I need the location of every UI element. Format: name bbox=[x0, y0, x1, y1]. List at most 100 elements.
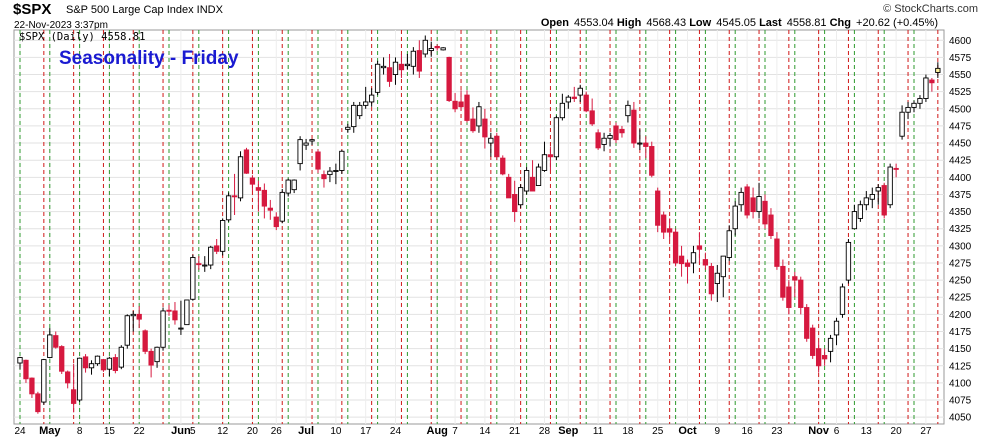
y-tick-label: 4500 bbox=[949, 104, 972, 115]
y-tick-label: 4125 bbox=[949, 361, 972, 372]
candle-body bbox=[672, 231, 679, 264]
candle bbox=[458, 90, 464, 111]
candle-body bbox=[911, 102, 917, 108]
candle-body bbox=[869, 194, 875, 200]
candle bbox=[172, 302, 178, 325]
candle-body bbox=[255, 187, 262, 191]
candle-body bbox=[154, 346, 160, 363]
candle-body bbox=[678, 255, 685, 265]
candle bbox=[666, 218, 673, 241]
candle bbox=[750, 187, 756, 219]
open-value: 4553.04 bbox=[574, 17, 614, 29]
candle-body bbox=[70, 389, 77, 404]
candle bbox=[929, 77, 935, 92]
candle-body bbox=[702, 259, 709, 266]
candle-body bbox=[827, 337, 834, 352]
candle-body bbox=[178, 327, 184, 330]
candle-body bbox=[833, 320, 840, 336]
candle-body bbox=[512, 194, 518, 213]
candle bbox=[124, 314, 130, 349]
candle bbox=[309, 138, 315, 146]
x-tick-label: 11 bbox=[593, 426, 604, 437]
candle bbox=[607, 132, 613, 147]
candle-body bbox=[35, 393, 41, 413]
candle bbox=[243, 147, 250, 174]
x-tick-label: 5 bbox=[190, 426, 196, 437]
candle-body bbox=[923, 77, 929, 99]
y-tick-label: 4600 bbox=[949, 36, 972, 47]
low-value: 4545.05 bbox=[716, 17, 757, 29]
symbol-description: S&P 500 Large Cap Index INDX bbox=[66, 4, 223, 16]
x-tick-label: 7 bbox=[452, 426, 458, 437]
candle-body bbox=[625, 104, 631, 117]
y-tick-label: 4375 bbox=[949, 190, 972, 201]
candle-body bbox=[815, 348, 822, 367]
candle bbox=[529, 160, 536, 192]
candle-body bbox=[219, 220, 226, 252]
candle bbox=[649, 141, 655, 178]
candle bbox=[17, 356, 23, 370]
candle bbox=[261, 183, 268, 219]
candle bbox=[23, 359, 29, 383]
candle bbox=[631, 101, 637, 148]
candle-body bbox=[738, 191, 744, 206]
candle bbox=[29, 377, 35, 398]
candle bbox=[708, 262, 715, 301]
x-tick-label: Aug bbox=[427, 425, 448, 437]
candle bbox=[762, 194, 768, 229]
candle-body bbox=[291, 179, 297, 191]
candle-body bbox=[583, 94, 589, 112]
candle-body bbox=[732, 205, 738, 230]
candle-body bbox=[267, 207, 273, 211]
candle-body bbox=[440, 47, 446, 51]
candle bbox=[70, 363, 77, 413]
candle-body bbox=[905, 106, 911, 113]
candle-body bbox=[112, 357, 119, 372]
x-tick-label: 27 bbox=[920, 426, 932, 437]
candle-body bbox=[59, 346, 65, 372]
candle-body bbox=[553, 117, 560, 158]
candle-body bbox=[482, 118, 488, 138]
candle bbox=[792, 271, 798, 298]
candle-body bbox=[368, 94, 375, 103]
candle-body bbox=[434, 45, 440, 49]
candle bbox=[547, 146, 554, 171]
x-tick-label: 17 bbox=[360, 426, 372, 437]
candle-body bbox=[285, 179, 291, 194]
candle bbox=[219, 218, 226, 256]
candle-body bbox=[839, 286, 846, 315]
x-tick-label: 28 bbox=[539, 426, 551, 437]
candle-body bbox=[148, 350, 154, 366]
candle-body bbox=[470, 118, 476, 132]
candle-body bbox=[696, 245, 703, 250]
candle-body bbox=[655, 190, 661, 226]
candle bbox=[237, 151, 244, 202]
chg-label: Chg bbox=[829, 17, 851, 29]
x-tick-label: 15 bbox=[104, 426, 116, 437]
candle-body bbox=[750, 197, 756, 213]
candle bbox=[905, 101, 911, 120]
candle-body bbox=[410, 50, 417, 67]
candle-body bbox=[464, 94, 470, 121]
candle bbox=[619, 125, 625, 138]
candle-body bbox=[565, 96, 571, 103]
candle-body bbox=[29, 377, 35, 395]
candle bbox=[446, 56, 452, 102]
candle bbox=[422, 35, 428, 58]
candle bbox=[476, 101, 482, 133]
candle-body bbox=[768, 214, 774, 237]
y-tick-label: 4100 bbox=[949, 378, 972, 389]
candle bbox=[118, 345, 124, 370]
x-tick-label: Sep bbox=[558, 425, 578, 437]
candle bbox=[434, 44, 440, 51]
candle-body bbox=[339, 150, 345, 171]
x-tick-label: Oct bbox=[678, 425, 697, 437]
candle bbox=[720, 255, 726, 298]
candle bbox=[553, 115, 560, 161]
candle bbox=[142, 329, 148, 355]
candle-body bbox=[917, 98, 923, 104]
x-tick-label: 16 bbox=[742, 426, 754, 437]
candle-body bbox=[428, 48, 434, 52]
candle-body bbox=[666, 228, 673, 233]
candle bbox=[833, 317, 840, 346]
